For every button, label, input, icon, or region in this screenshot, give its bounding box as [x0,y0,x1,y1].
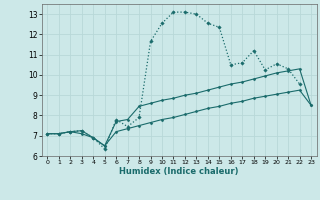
X-axis label: Humidex (Indice chaleur): Humidex (Indice chaleur) [119,167,239,176]
